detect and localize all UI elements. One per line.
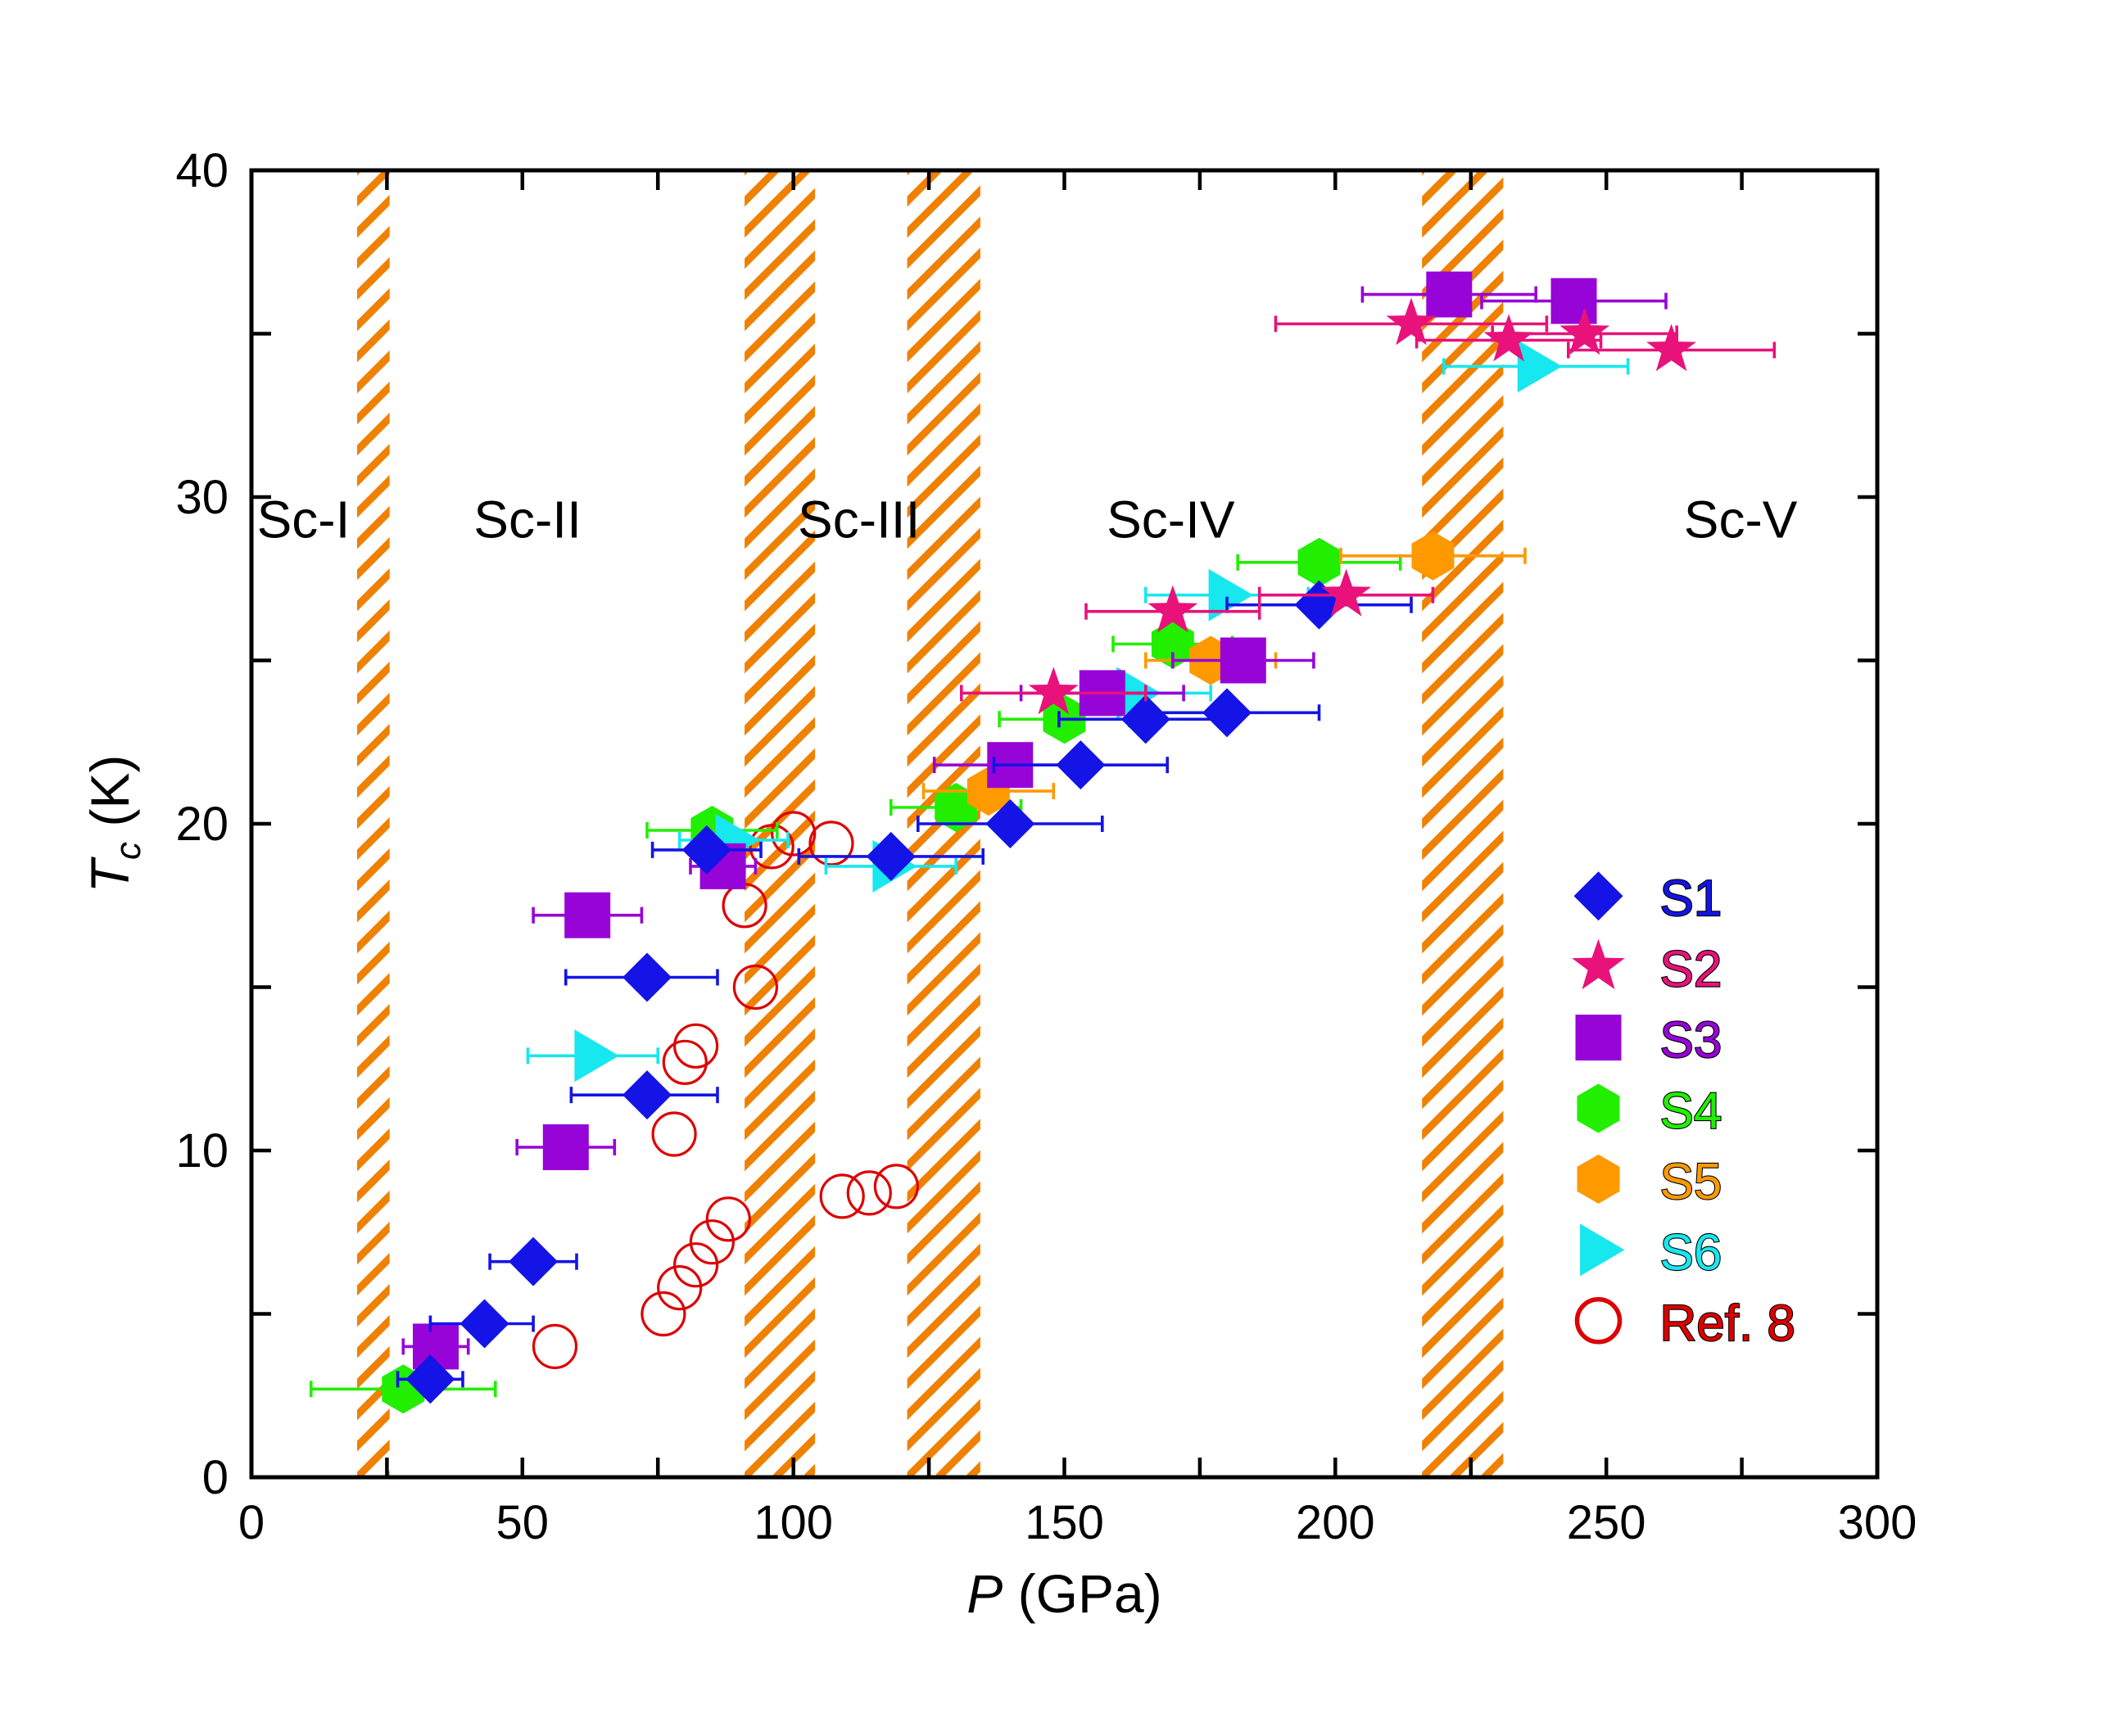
svg-text:S1: S1 (1660, 870, 1722, 927)
svg-text:S3: S3 (1660, 1012, 1722, 1069)
svg-text:30: 30 (175, 471, 229, 524)
svg-text:20: 20 (175, 798, 229, 851)
svg-text:S2: S2 (1660, 942, 1722, 998)
svg-text:100: 100 (754, 1496, 833, 1549)
svg-text:Ref. 8: Ref. 8 (1660, 1295, 1795, 1352)
svg-text:Sc-II: Sc-II (473, 491, 582, 549)
svg-text:10: 10 (175, 1124, 229, 1178)
svg-text:S5: S5 (1660, 1154, 1722, 1210)
svg-text:250: 250 (1567, 1496, 1646, 1549)
svg-text:40: 40 (175, 144, 229, 197)
svg-text:Sc-III: Sc-III (798, 491, 920, 549)
svg-text:300: 300 (1838, 1496, 1917, 1549)
svg-text:S6: S6 (1660, 1224, 1722, 1281)
svg-text:Sc-IV: Sc-IV (1107, 491, 1235, 549)
svg-text:0: 0 (202, 1451, 229, 1504)
svg-text:Sc-I: Sc-I (257, 491, 351, 549)
svg-text:Tc (K): Tc (K) (79, 755, 148, 893)
svg-text:P (GPa): P (GPa) (966, 1563, 1161, 1624)
svg-text:S4: S4 (1660, 1083, 1722, 1140)
svg-text:Sc-V: Sc-V (1684, 491, 1798, 549)
svg-text:150: 150 (1025, 1496, 1104, 1549)
svg-text:200: 200 (1296, 1496, 1375, 1549)
svg-text:0: 0 (238, 1496, 265, 1549)
svg-text:50: 50 (496, 1496, 550, 1549)
